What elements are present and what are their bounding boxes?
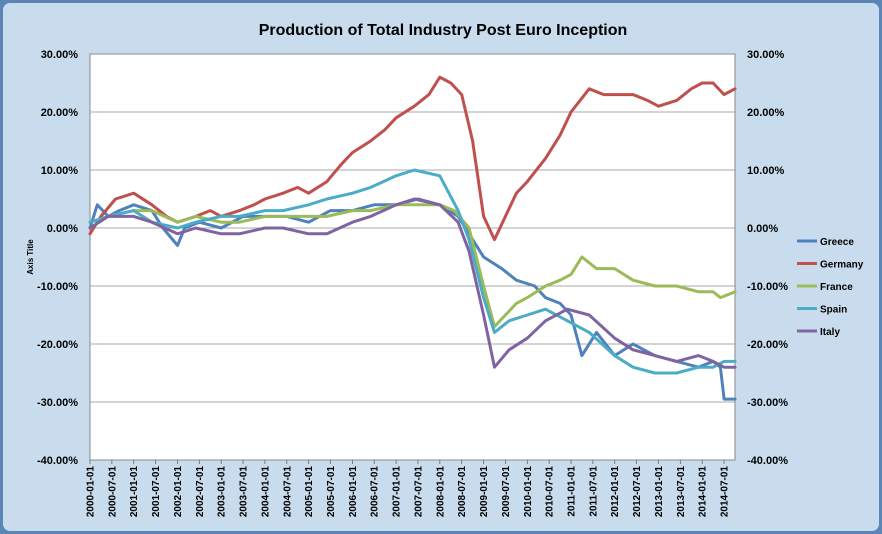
y-axis-title: Axis Title [26,239,35,275]
series-line-germany [88,75,737,242]
series-line-spain [88,168,737,375]
series-lines [88,75,737,401]
chart-title: Production of Total Industry Post Euro I… [259,22,628,39]
legend-label-spain: Spain [820,305,847,316]
x-tick-label: 2002-07-01 [195,466,206,518]
x-tick-label: 2003-07-01 [239,466,250,518]
x-tick-label: 2013-07-01 [676,466,687,518]
x-tick-label: 2005-07-01 [326,466,337,518]
x-tick-label: 2014-01-01 [698,466,709,518]
legend-label-france: France [820,282,853,293]
y-tick-label-left: 30.00% [41,49,79,61]
x-tick-label: 2006-01-01 [348,466,359,518]
y-tick-label-right: -20.00% [747,339,788,351]
y-tick-label-left: 20.00% [41,107,79,119]
x-tick-label: 2008-07-01 [457,466,468,518]
y-tick-label-left: 10.00% [41,165,79,177]
x-tick-label: 2014-07-01 [720,466,731,518]
y-tick-label-left: -40.00% [37,455,78,467]
x-tick-label: 2013-01-01 [654,466,665,518]
y-tick-label-right: 0.00% [747,223,778,235]
x-tick-label: 2000-07-01 [107,466,118,518]
y-tick-label-left: 0.00% [47,223,78,235]
x-tick-label: 2004-01-01 [260,466,271,518]
x-tick-label: 2009-07-01 [501,466,512,518]
series-line-france [88,203,737,329]
y-tick-label-right: -10.00% [747,281,788,293]
x-tick-label: 2001-07-01 [151,466,162,518]
y-tick-label-right: 20.00% [747,107,785,119]
y-tick-label-right: -30.00% [747,397,788,409]
y-axis-right: 30.00% 20.00% 10.00% 0.00% -10.00% -20.00% -30… [747,49,788,467]
x-tick-label: 2010-07-01 [545,466,556,518]
y-tick-label-right: 30.00% [747,49,785,61]
legend: Greece Germany France Spain Italy [797,237,864,338]
legend-label-greece: Greece [820,237,854,248]
y-axis-left: 30.00% 20.00% 10.00% 0.00% -10.00% -20.00% -30… [37,49,78,467]
x-tick-label: 2003-01-01 [217,466,228,518]
x-tick-label: 2008-01-01 [435,466,446,518]
legend-label-germany: Germany [820,260,864,271]
x-tick-label: 2011-07-01 [588,466,599,517]
series-line-italy [88,197,737,369]
x-tick-label: 2000-01-01 [86,466,97,518]
x-tick-label: 2009-01-01 [479,466,490,518]
y-tick-label-left: -10.00% [37,281,78,293]
x-tick-label: 2011-01-01 [567,466,578,517]
x-tick-label: 2007-01-01 [392,466,403,518]
y-tick-label-left: -20.00% [37,339,78,351]
y-tick-label-right: -40.00% [747,455,788,467]
legend-label-italy: Italy [820,327,840,338]
x-tick-label: 2004-07-01 [282,466,293,518]
x-tick-label: 2010-01-01 [523,466,534,518]
y-tick-label-left: -30.00% [37,397,78,409]
x-tick-label: 2012-01-01 [610,466,621,518]
x-tick-label: 2001-01-01 [129,466,140,518]
x-tick-label: 2012-07-01 [632,466,643,518]
x-tick-label: 2005-01-01 [304,466,315,518]
x-axis: 2000-01-01 2000-07-01 2001-01-01 2001-07-01… [86,460,731,517]
chart-svg: Production of Total Industry Post Euro I… [26,22,864,517]
y-tick-label-right: 10.00% [747,165,785,177]
plot-area [89,53,736,461]
x-tick-label: 2002-01-01 [173,466,184,518]
x-tick-label: 2006-07-01 [370,466,381,518]
x-tick-label: 2007-07-01 [413,466,424,518]
